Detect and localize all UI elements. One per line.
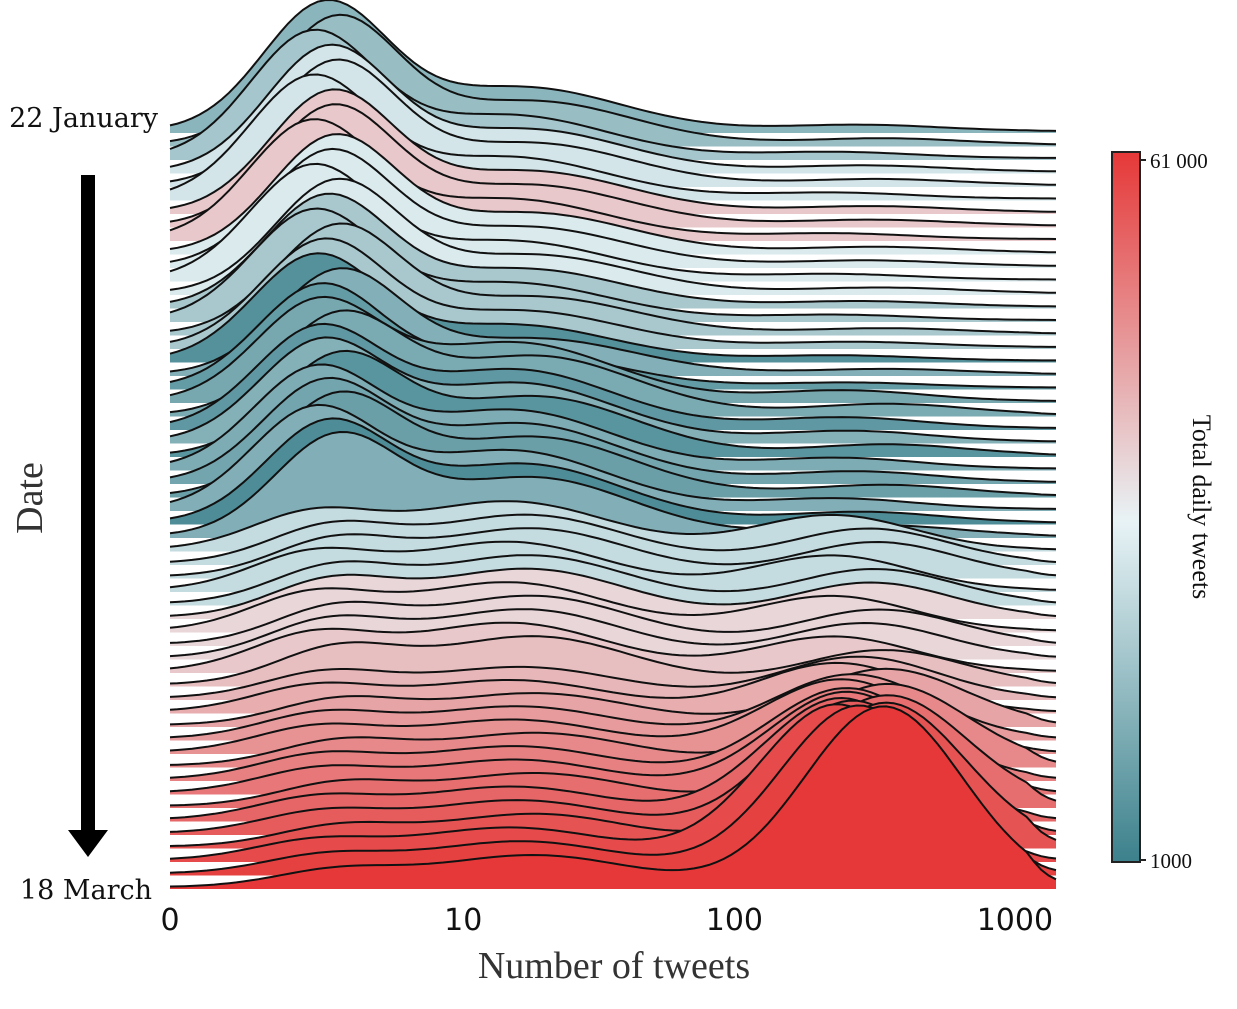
ridge-line xyxy=(169,118,1057,240)
ridge-line xyxy=(169,430,1057,537)
ridge-line xyxy=(169,682,1057,766)
ridge-line xyxy=(169,635,1057,685)
colorbar-label: Total daily tweets xyxy=(1187,415,1216,599)
ridge-line xyxy=(169,390,1057,496)
colorbar: 61 000 1000 Total daily tweets xyxy=(1111,149,1216,873)
ridge-line xyxy=(169,540,1057,591)
ridge-line xyxy=(169,147,1056,267)
ridge-line xyxy=(169,103,1057,227)
ridge-line xyxy=(169,13,1057,146)
ridge-line xyxy=(169,705,1057,888)
ridge-line xyxy=(169,567,1057,617)
ridge-line xyxy=(169,28,1056,159)
ridge-line xyxy=(169,701,1057,847)
date-end-label: 18 March xyxy=(20,875,152,906)
ridge-line xyxy=(169,694,1057,807)
y-axis-label: Date xyxy=(9,462,51,534)
ridge-line xyxy=(169,267,1057,375)
ridge-line xyxy=(169,295,1057,402)
ridge-line xyxy=(169,594,1057,644)
x-tick-label: 10 xyxy=(444,903,482,938)
ridge-line xyxy=(169,192,1057,308)
ridge-line xyxy=(169,88,1057,213)
ridge-line xyxy=(169,513,1057,563)
ridge-line xyxy=(169,349,1057,456)
ridge-line xyxy=(169,667,1057,726)
x-axis-label: Number of tweets xyxy=(478,945,750,987)
ridge-line xyxy=(169,322,1057,429)
ridge-line xyxy=(169,162,1057,281)
ridge-line xyxy=(169,336,1057,443)
ridge-line xyxy=(169,417,1057,524)
ridge-line xyxy=(169,403,1057,510)
ridge-line xyxy=(169,237,1056,348)
colorbar-bar xyxy=(1111,151,1141,863)
colorbar-max-label: 61 000 xyxy=(1150,149,1208,173)
ridge-line xyxy=(169,73,1057,200)
ridge-area xyxy=(170,706,1056,889)
x-tick-label: 1000 xyxy=(977,903,1053,938)
ridge xyxy=(169,705,1057,889)
x-tick-label: 0 xyxy=(160,903,179,938)
x-tick-label: 100 xyxy=(706,903,763,938)
colorbar-min-label: 1000 xyxy=(1150,849,1192,873)
ridge-line xyxy=(169,527,1057,577)
ridge-line xyxy=(169,0,1057,132)
ridge-line xyxy=(169,222,1057,335)
x-axis-ticks: 0 10 100 1000 xyxy=(160,903,1053,938)
ridge-line xyxy=(169,376,1057,483)
ridge-line xyxy=(169,133,1057,254)
ridge-line xyxy=(169,207,1057,321)
date-arrow xyxy=(68,175,108,857)
ridge-line xyxy=(169,43,1056,173)
date-start-label: 22 January xyxy=(9,103,159,134)
ridge-line xyxy=(169,581,1057,632)
ridge-line xyxy=(169,554,1057,604)
ridge-line xyxy=(169,58,1057,186)
ridge-line xyxy=(169,177,1057,294)
ridge-line xyxy=(169,252,1056,362)
ridge-line xyxy=(169,621,1057,672)
ridge-line xyxy=(169,655,1057,699)
ridge-line xyxy=(169,363,1057,470)
ridge-line xyxy=(169,500,1057,551)
ridge-line xyxy=(169,608,1057,658)
ridge-line xyxy=(169,309,1057,415)
ridges xyxy=(169,0,1057,889)
